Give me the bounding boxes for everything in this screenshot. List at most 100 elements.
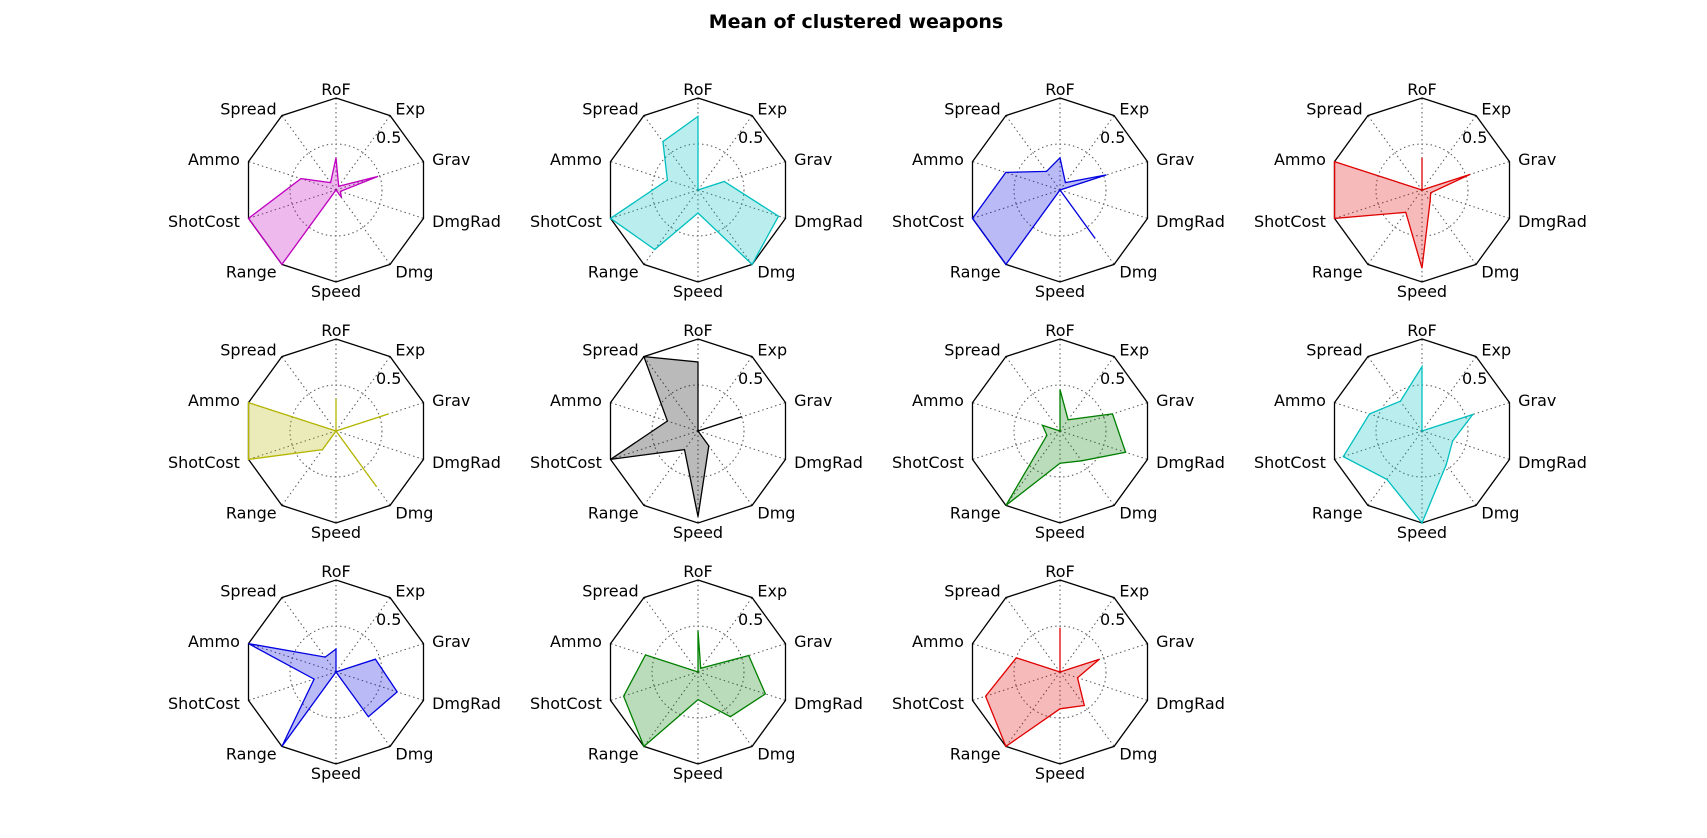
axis-label: ShotCost bbox=[168, 453, 240, 472]
radar-spoke bbox=[335, 115, 391, 191]
radar-panel: RoF Exp Grav DmgRad Dmg Speed Range ShotCost Amm… bbox=[1254, 80, 1587, 301]
axis-label: DmgRad bbox=[794, 694, 863, 713]
radar-spoke bbox=[643, 115, 699, 191]
radar-spoke bbox=[1005, 597, 1061, 673]
axis-label: Exp bbox=[1481, 340, 1511, 359]
radar-frame bbox=[1333, 97, 1511, 283]
radar-spoke bbox=[697, 597, 753, 673]
ring-value-label: 0.5 bbox=[376, 369, 401, 388]
radar-spoke bbox=[1334, 430, 1423, 460]
axis-label: DmgRad bbox=[1156, 453, 1225, 472]
axis-label: Ammo bbox=[912, 391, 964, 410]
axis-label: Spread bbox=[1306, 99, 1362, 118]
axis-label: Grav bbox=[432, 391, 470, 410]
axis-label: Speed bbox=[673, 764, 723, 783]
axis-label: ShotCost bbox=[892, 694, 964, 713]
axis-label: Dmg bbox=[757, 504, 795, 523]
radar-spoke bbox=[697, 161, 786, 191]
axis-label: Spread bbox=[220, 99, 276, 118]
radar-panel: RoF Exp Grav DmgRad Dmg Speed Range ShotCost Amm… bbox=[530, 562, 863, 783]
axis-label: Grav bbox=[794, 632, 832, 651]
axis-label: Spread bbox=[944, 99, 1000, 118]
radar-spoke bbox=[1059, 356, 1115, 432]
axis-label: Dmg bbox=[1119, 263, 1157, 282]
axis-label: Range bbox=[1312, 263, 1363, 282]
axis-label: Speed bbox=[1035, 523, 1085, 542]
axis-label: Grav bbox=[1156, 391, 1194, 410]
axis-label: RoF bbox=[321, 321, 350, 340]
axis-label: Grav bbox=[1518, 391, 1556, 410]
axis-label: Exp bbox=[1119, 340, 1149, 359]
radar-series-area bbox=[1342, 364, 1475, 525]
axis-label: DmgRad bbox=[1156, 694, 1225, 713]
axis-label: Spread bbox=[944, 340, 1000, 359]
axis-label: Ammo bbox=[912, 150, 964, 169]
axis-label: Ammo bbox=[1274, 391, 1326, 410]
axis-label: RoF bbox=[683, 80, 712, 99]
radar-panel: RoF Exp Grav DmgRad Dmg Speed Range ShotCost Amm… bbox=[530, 321, 863, 542]
radar-frame bbox=[609, 579, 787, 765]
axis-label: Range bbox=[226, 745, 277, 764]
axis-label: Dmg bbox=[395, 504, 433, 523]
axis-label: DmgRad bbox=[1156, 212, 1225, 231]
axis-label: RoF bbox=[683, 321, 712, 340]
radar-frame bbox=[247, 579, 425, 765]
axis-label: Grav bbox=[794, 391, 832, 410]
axis-label: RoF bbox=[1407, 321, 1436, 340]
radar-spoke bbox=[610, 671, 699, 701]
radar-spoke bbox=[1005, 430, 1061, 506]
radar-series-area bbox=[984, 627, 1100, 748]
axis-label: RoF bbox=[321, 80, 350, 99]
ring-value-label: 0.5 bbox=[1462, 128, 1487, 147]
ring-value-label: 0.5 bbox=[738, 610, 763, 629]
axis-label: Speed bbox=[311, 282, 361, 301]
ring-value-label: 0.5 bbox=[738, 369, 763, 388]
axis-label: Range bbox=[588, 745, 639, 764]
axis-label: Ammo bbox=[188, 150, 240, 169]
radar-spoke bbox=[1367, 430, 1423, 506]
radar-spoke bbox=[643, 597, 699, 673]
radar-series-area bbox=[622, 630, 767, 748]
ring-value-label: 0.5 bbox=[1100, 369, 1125, 388]
axis-label: Dmg bbox=[757, 745, 795, 764]
radar-series-area bbox=[971, 156, 1107, 266]
radar-spoke bbox=[643, 356, 699, 432]
radar-spoke bbox=[697, 402, 786, 432]
axis-label: Exp bbox=[395, 581, 425, 600]
axis-label: Range bbox=[588, 263, 639, 282]
radar-frame bbox=[971, 97, 1149, 283]
radar-series-area bbox=[610, 355, 742, 517]
axis-label: Dmg bbox=[395, 263, 433, 282]
radar-ring bbox=[1013, 625, 1107, 719]
radar-panel: RoF Exp Grav DmgRad Dmg Speed Range ShotCost Amm… bbox=[168, 321, 501, 542]
axis-label: Ammo bbox=[1274, 150, 1326, 169]
axis-label: ShotCost bbox=[168, 694, 240, 713]
axis-label: Ammo bbox=[188, 391, 240, 410]
axis-label: DmgRad bbox=[432, 212, 501, 231]
radar-spoke bbox=[972, 430, 1061, 460]
axis-label: RoF bbox=[1045, 562, 1074, 581]
radar-spoke bbox=[1421, 189, 1477, 265]
radar-spoke bbox=[1059, 430, 1115, 506]
axis-label: Spread bbox=[1306, 340, 1362, 359]
radar-ring bbox=[1013, 384, 1107, 478]
radar-spoke bbox=[248, 430, 337, 460]
radar-spoke bbox=[643, 671, 699, 747]
axis-label: Ammo bbox=[912, 632, 964, 651]
axis-label: ShotCost bbox=[1254, 212, 1326, 231]
radar-panel: RoF Exp Grav DmgRad Dmg Speed Range ShotCost Amm… bbox=[168, 562, 501, 783]
radar-series-area bbox=[609, 115, 780, 266]
axis-label: Dmg bbox=[1119, 745, 1157, 764]
radar-ring bbox=[289, 625, 383, 719]
axis-label: Ammo bbox=[550, 632, 602, 651]
radar-frame bbox=[247, 338, 425, 524]
axis-label: DmgRad bbox=[794, 212, 863, 231]
radar-spoke bbox=[281, 597, 337, 673]
axis-label: Range bbox=[950, 504, 1001, 523]
axis-label: ShotCost bbox=[1254, 453, 1326, 472]
axis-label: Range bbox=[1312, 504, 1363, 523]
radar-frame bbox=[971, 338, 1149, 524]
axis-label: Speed bbox=[1035, 764, 1085, 783]
radar-spoke bbox=[335, 356, 391, 432]
